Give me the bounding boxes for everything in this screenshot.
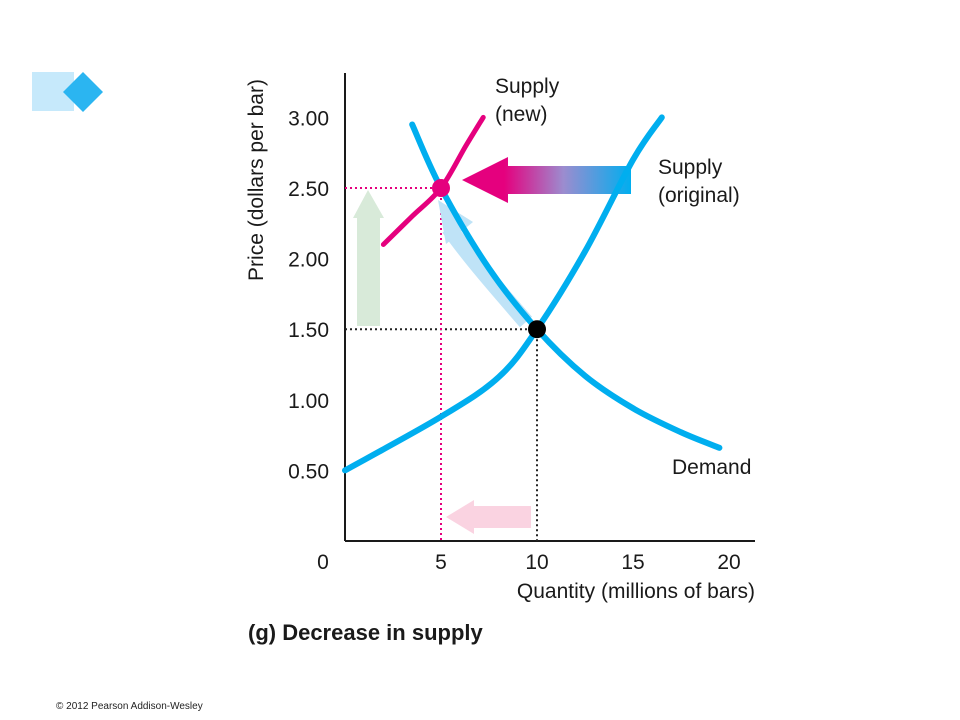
original-equilibrium-point xyxy=(528,320,546,339)
supply-shift-arrow xyxy=(462,157,631,203)
movement-along-demand-arrow xyxy=(442,223,533,328)
y-axis-title: Price (dollars per bar) xyxy=(245,79,268,281)
x-tick-label: 15 xyxy=(621,551,644,574)
origin-label: 0 xyxy=(317,551,329,574)
y-tick-label: 2.50 xyxy=(288,178,329,201)
x-tick-label: 5 xyxy=(435,551,447,574)
movement-along-demand-arrowhead xyxy=(438,200,473,244)
x-tick-label: 10 xyxy=(525,551,548,574)
series-label-supply-new: Supply xyxy=(495,75,560,98)
series-label-demand: Demand xyxy=(672,456,751,479)
y-tick-label: 1.00 xyxy=(288,390,329,413)
series-label-supply-original: Supply xyxy=(658,156,723,179)
price-rise-arrow xyxy=(353,190,384,326)
copyright-notice: © 2012 Pearson Addison-Wesley xyxy=(56,701,203,712)
chart-caption: (g) Decrease in supply xyxy=(248,620,483,645)
diamond-bullet-icon xyxy=(32,72,103,112)
quantity-fall-arrow xyxy=(446,500,531,534)
x-tick-label: 20 xyxy=(717,551,740,574)
y-tick-label: 2.00 xyxy=(288,249,329,272)
new-equilibrium-point xyxy=(432,179,450,197)
x-axis-title: Quantity (millions of bars) xyxy=(517,580,755,603)
y-tick-label: 3.00 xyxy=(288,107,329,130)
y-tick-label: 1.50 xyxy=(288,319,329,342)
series-label-supply-new: (new) xyxy=(495,103,548,126)
series-label-supply-original: (original) xyxy=(658,184,740,207)
y-tick-label: 0.50 xyxy=(288,460,329,483)
